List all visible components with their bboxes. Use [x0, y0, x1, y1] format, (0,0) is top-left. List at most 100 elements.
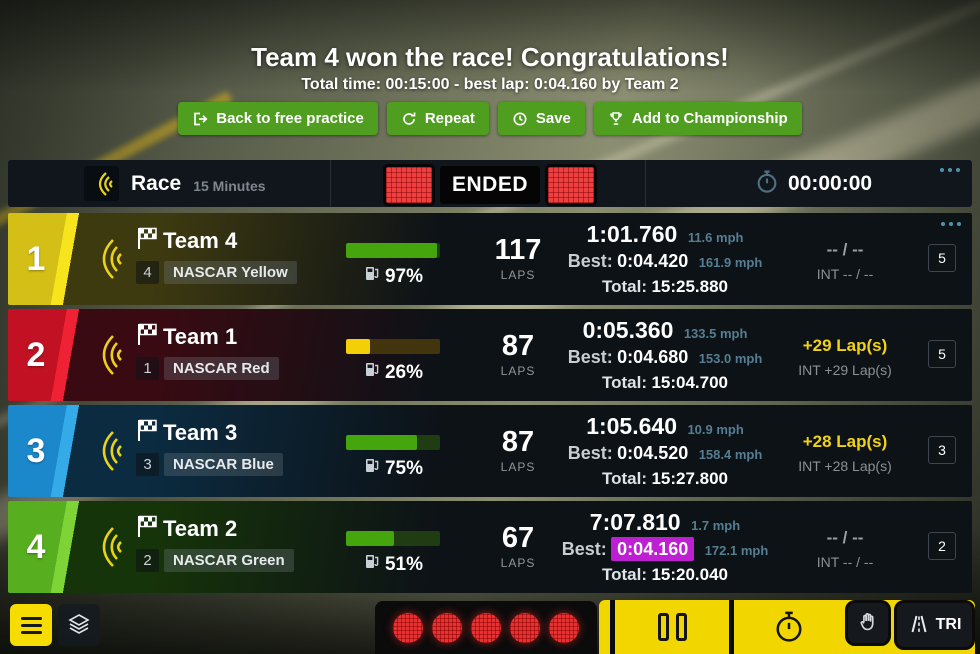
fuel-bar-fill [346, 435, 417, 450]
table-row[interactable]: 3 Team 3 3 NASCAR Blue [8, 405, 972, 497]
row-menu-icon[interactable] [941, 222, 961, 226]
laps-caption: LAPS [500, 556, 536, 571]
car-number-badge: 1 [136, 357, 159, 380]
race-timer: 00:00:00 [788, 172, 873, 195]
stopwatch-icon [756, 169, 778, 199]
gap-to-leader: -- / -- [826, 240, 864, 259]
repeat-button[interactable]: Repeat [386, 102, 489, 135]
controller-number-box[interactable]: 3 [928, 436, 956, 464]
button-label: Add to Championship [631, 110, 788, 127]
red-light-icon [432, 612, 462, 643]
lap-count: 67 [501, 522, 535, 554]
pause-button[interactable] [615, 600, 729, 654]
stopwatch-button[interactable] [734, 600, 844, 654]
checkered-flag-icon [136, 226, 157, 255]
signal-waves-icon [96, 525, 122, 574]
total-time: 15:04.700 [651, 373, 729, 392]
red-light-icon [549, 612, 579, 643]
gap-to-leader: +29 Lap(s) [802, 336, 888, 355]
led-panel-icon [385, 167, 432, 203]
controller-number-box[interactable]: 2 [928, 532, 956, 560]
divider [729, 600, 734, 654]
best-label: Best: [567, 443, 613, 463]
button-label: Back to free practice [216, 110, 364, 127]
last-lap-speed: 11.6 mph [687, 230, 744, 245]
last-lap-time: 0:05.360 [582, 317, 674, 343]
hand-button[interactable] [845, 600, 891, 646]
laps-caption: LAPS [500, 364, 536, 379]
track-call-button[interactable]: TRI [894, 600, 975, 650]
checkered-flag-icon [136, 514, 157, 543]
led-panel-icon [548, 167, 595, 203]
race-result-subtitle: Total time: 00:15:00 - best lap: 0:04.16… [301, 76, 679, 93]
clock-icon [512, 111, 528, 127]
total-time: 15:25.880 [651, 277, 729, 296]
total-time: 15:27.800 [651, 469, 729, 488]
fuel-pump-icon [365, 265, 380, 288]
fuel-bar [346, 243, 440, 258]
race-bar-menu-icon[interactable] [940, 168, 960, 172]
lap-count: 117 [494, 234, 542, 266]
fuel-percent: 75% [384, 457, 424, 479]
lap-count: 87 [501, 426, 535, 458]
exit-icon [192, 111, 208, 127]
best-lap-speed: 172.1 mph [704, 543, 769, 558]
fuel-bar-fill [346, 339, 371, 354]
last-lap-time: 1:05.640 [586, 413, 677, 439]
interval: INT +29 Lap(s) [798, 362, 892, 378]
add-to-championship-button[interactable]: Add to Championship [593, 102, 802, 135]
fuel-bar [346, 531, 440, 546]
layers-icon [67, 612, 91, 639]
button-label: Repeat [424, 110, 475, 127]
best-lap-time: 0:04.160 [611, 537, 695, 561]
menu-button[interactable] [10, 604, 52, 646]
laps-caption: LAPS [500, 268, 536, 283]
controller-number-box[interactable]: 5 [928, 340, 956, 368]
last-lap-speed: 10.9 mph [687, 422, 744, 437]
red-light-icon [393, 612, 423, 643]
team-name: Team 3 [163, 419, 238, 445]
table-row[interactable]: 2 Team 1 1 NASCAR Red [8, 309, 972, 401]
car-class-badge: NASCAR Red [164, 357, 279, 380]
interval: INT -- / -- [816, 266, 874, 282]
fuel-bar-fill [346, 531, 394, 546]
session-type-label: Race [131, 171, 182, 195]
fuel-pump-icon [365, 553, 380, 576]
fuel-gauge: 75% [346, 435, 442, 480]
interval: INT -- / -- [816, 554, 874, 570]
team-name: Team 2 [163, 515, 238, 541]
controller-number-box[interactable]: 5 [928, 244, 956, 272]
interval: INT +28 Lap(s) [798, 458, 892, 474]
best-lap-speed: 161.9 mph [698, 255, 763, 270]
fuel-bar-fill [346, 243, 438, 258]
position-number: 1 [26, 239, 46, 278]
trophy-icon [608, 111, 624, 127]
standings-list: 1 Team 4 4 NASCAR Yellow [8, 213, 972, 597]
car-class-badge: NASCAR Yellow [164, 261, 297, 284]
team-name: Team 4 [163, 227, 238, 253]
laps-caption: LAPS [500, 460, 536, 475]
best-lap-time: 0:04.680 [617, 347, 689, 367]
save-button[interactable]: Save [497, 102, 585, 135]
back-to-free-practice-button[interactable]: Back to free practice [178, 102, 378, 135]
last-lap-time: 1:01.760 [586, 221, 678, 247]
stopwatch-icon [774, 609, 804, 646]
car-number-badge: 3 [136, 453, 159, 476]
lap-count: 87 [501, 330, 535, 362]
layers-button[interactable] [58, 604, 100, 646]
signal-waves-icon [96, 429, 122, 478]
divider [330, 160, 331, 207]
divider [610, 600, 615, 654]
fuel-percent: 51% [384, 553, 424, 575]
checkered-flag-icon [136, 418, 157, 447]
team-name: Team 1 [163, 323, 238, 349]
total-label: Total: [601, 277, 647, 296]
car-number-badge: 2 [136, 549, 159, 572]
total-time: 15:20.040 [651, 565, 729, 584]
signal-waves-icon [96, 333, 122, 382]
car-number-badge: 4 [136, 261, 159, 284]
table-row[interactable]: 1 Team 4 4 NASCAR Yellow [8, 213, 972, 305]
checkered-flag-icon [136, 322, 157, 351]
table-row[interactable]: 4 Team 2 2 NASCAR Green [8, 501, 972, 593]
